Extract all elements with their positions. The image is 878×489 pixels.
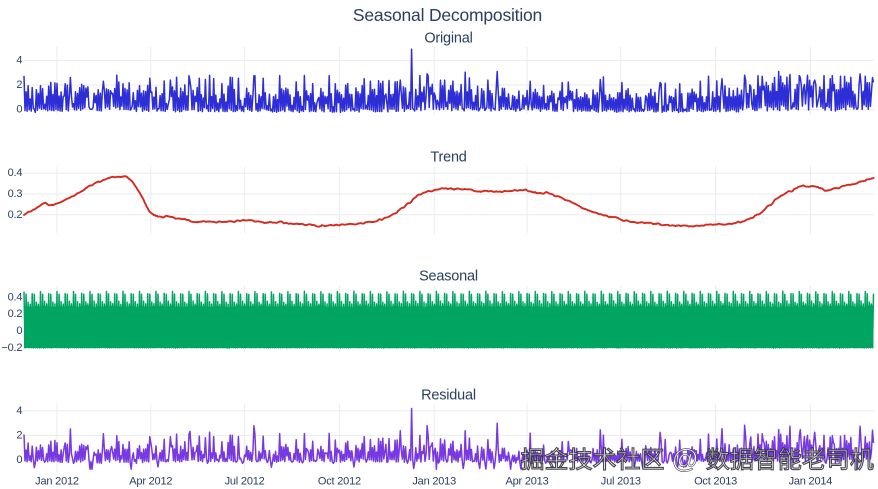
svg-text:Oct 2012: Oct 2012: [318, 476, 361, 488]
svg-text:Jul 2013: Jul 2013: [601, 476, 641, 488]
svg-text:0: 0: [16, 325, 22, 337]
svg-text:Jan 2014: Jan 2014: [789, 476, 833, 488]
svg-text:4: 4: [16, 54, 22, 66]
svg-text:0.4: 0.4: [8, 291, 23, 303]
svg-text:Jan 2012: Jan 2012: [35, 476, 79, 488]
svg-text:2: 2: [16, 429, 22, 441]
svg-text:−0.2: −0.2: [1, 342, 22, 354]
svg-text:Residual: Residual: [421, 388, 476, 404]
svg-text:0.4: 0.4: [8, 167, 23, 179]
svg-text:Jan 2013: Jan 2013: [412, 476, 456, 488]
svg-text:0: 0: [16, 454, 22, 466]
svg-text:Seasonal Decomposition: Seasonal Decomposition: [353, 5, 542, 25]
svg-text:Trend: Trend: [430, 150, 466, 166]
svg-text:0.2: 0.2: [8, 308, 23, 320]
svg-text:0: 0: [16, 104, 22, 116]
svg-text:Apr 2013: Apr 2013: [505, 476, 548, 488]
svg-text:Original: Original: [424, 31, 472, 47]
svg-text:4: 4: [16, 405, 22, 417]
svg-text:Jul 2012: Jul 2012: [225, 476, 265, 488]
svg-text:0.3: 0.3: [8, 188, 23, 200]
svg-text:Seasonal: Seasonal: [419, 269, 478, 285]
svg-text:Oct 2013: Oct 2013: [694, 476, 737, 488]
svg-text:Apr 2012: Apr 2012: [129, 476, 172, 488]
svg-text:0.2: 0.2: [8, 209, 23, 221]
svg-text:2: 2: [16, 79, 22, 91]
